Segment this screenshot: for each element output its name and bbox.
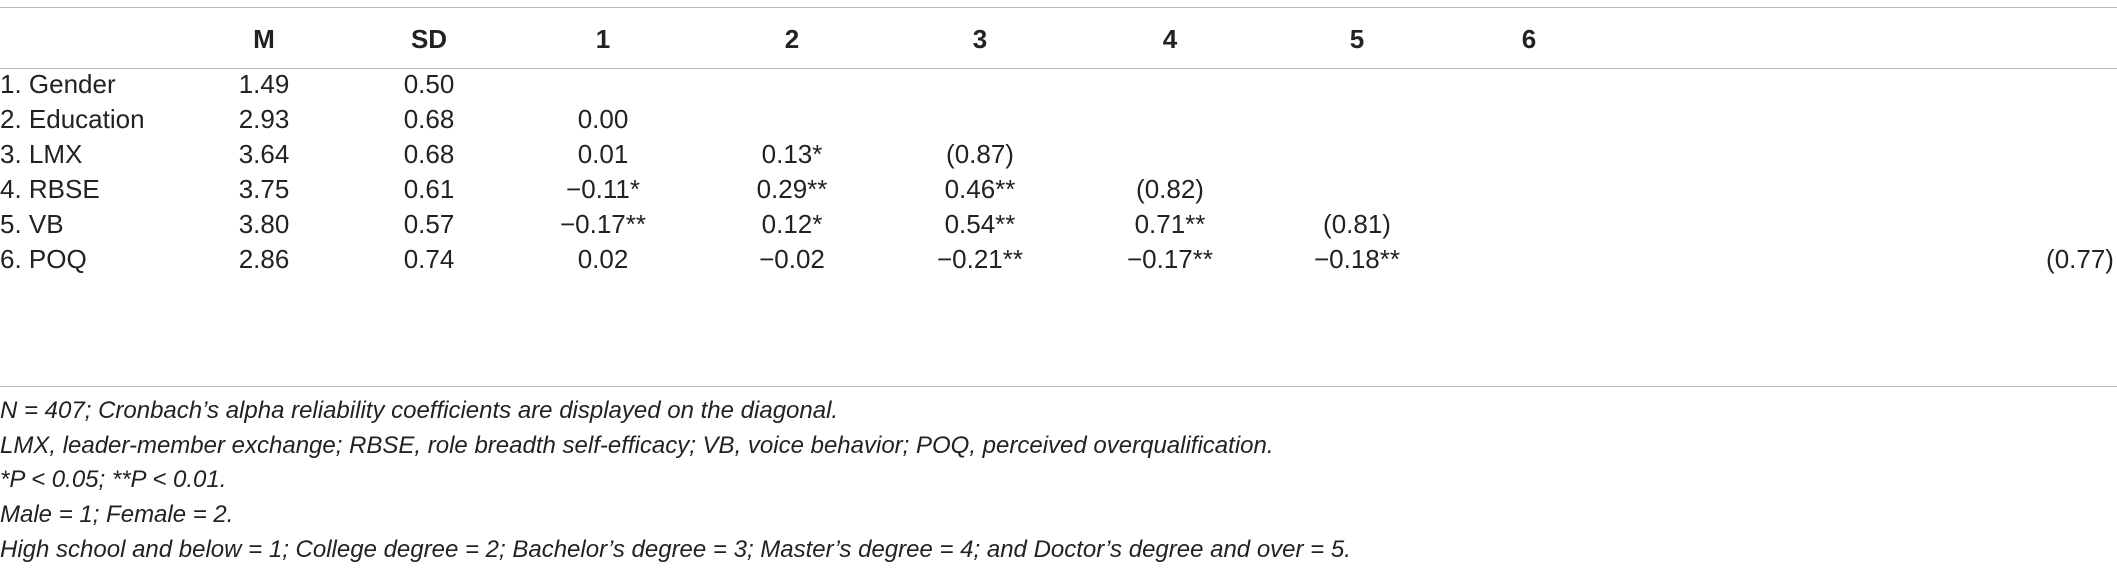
table-cell: 3.64 [238, 139, 290, 169]
table-cell: (0.82) [1136, 174, 1204, 204]
table-cell: 0.46** [944, 174, 1016, 204]
header-6: 6 [1521, 24, 1537, 54]
row-label: 5. VB [0, 209, 64, 239]
table-cell: 3.80 [238, 209, 290, 239]
table-cell: 0.61 [403, 174, 455, 204]
header-5: 5 [1349, 24, 1365, 54]
table-cell: 1.49 [238, 69, 290, 99]
table-cell: (0.87) [946, 139, 1014, 169]
header-m: M [253, 24, 275, 54]
table-cell: 0.29** [756, 174, 828, 204]
table-cell: 0.54** [944, 209, 1016, 239]
header-4: 4 [1162, 24, 1178, 54]
note-abbreviations: LMX, leader-member exchange; RBSE, role … [0, 432, 1274, 459]
table-cell: 2.93 [238, 104, 290, 134]
table-cell: 3.75 [238, 174, 290, 204]
table-cell: −0.02 [759, 244, 825, 274]
note-sample-size: N = 407; Cronbach’s alpha reliability co… [0, 397, 839, 424]
header-3: 3 [972, 24, 988, 54]
note-education-coding: High school and below = 1; College degre… [0, 536, 1351, 563]
row-label: 3. LMX [0, 139, 83, 169]
note-gender-coding: Male = 1; Female = 2. [0, 501, 234, 528]
note-significance: *P < 0.05; **P < 0.01. [0, 466, 227, 493]
header-2: 2 [784, 24, 800, 54]
row-label: 4. RBSE [0, 174, 100, 204]
table-cell: 0.12* [761, 209, 823, 239]
table-cell: −0.21** [936, 244, 1024, 274]
table-cell: 0.02 [577, 244, 629, 274]
row-label: 6. POQ [0, 244, 87, 274]
table-cell: 0.71** [1134, 209, 1206, 239]
table-cell: −0.18** [1313, 244, 1401, 274]
header-1: 1 [595, 24, 611, 54]
table-cell: 0.00 [577, 104, 629, 134]
header-sd: SD [410, 24, 448, 54]
table-cell: 0.68 [403, 139, 455, 169]
table-cell: (0.77) [2046, 244, 2114, 274]
table-cell: −0.17** [559, 209, 647, 239]
table-header-rule [0, 68, 2117, 69]
table-cell: 0.50 [403, 69, 455, 99]
table-cell: −0.11* [566, 174, 640, 204]
table-cell: (0.81) [1323, 209, 1391, 239]
row-label: 1. Gender [0, 69, 116, 99]
row-label: 2. Education [0, 104, 145, 134]
table-cell: 0.01 [577, 139, 629, 169]
table-cell: 0.13* [761, 139, 823, 169]
table-cell: 0.74 [403, 244, 455, 274]
table-bottom-rule [0, 386, 2117, 387]
table-cell: 0.57 [403, 209, 455, 239]
table-top-rule [0, 7, 2117, 8]
table-cell: 2.86 [238, 244, 290, 274]
table-cell: −0.17** [1126, 244, 1214, 274]
table-cell: 0.68 [403, 104, 455, 134]
